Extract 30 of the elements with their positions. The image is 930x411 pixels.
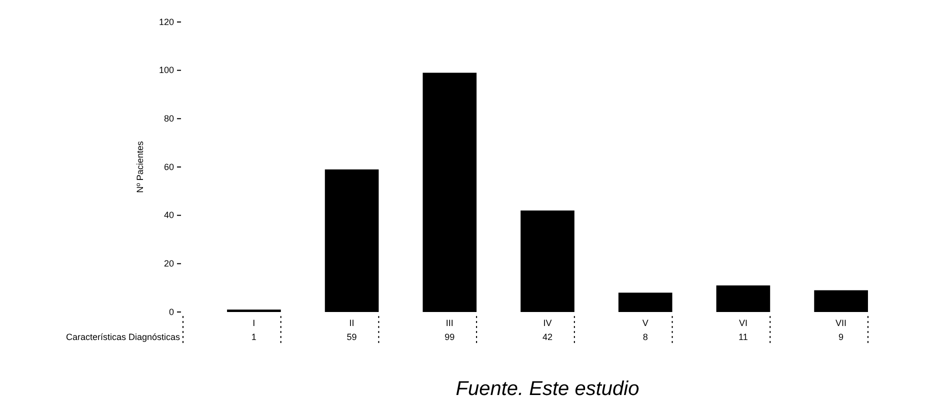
data-label: 42 <box>542 332 553 342</box>
x-tick-label: V <box>642 318 648 328</box>
data-label: 59 <box>346 332 357 342</box>
y-axis-title: Nº Pacientes <box>135 140 145 193</box>
data-label: 11 <box>738 332 748 342</box>
x-axis-title: Características Diagnósticas <box>66 332 180 342</box>
bar <box>324 169 379 312</box>
data-label: 9 <box>838 332 844 342</box>
bar <box>422 72 477 312</box>
y-tick-label: 20 <box>164 258 174 269</box>
x-tick-label: I <box>252 318 256 328</box>
y-tick-label: 40 <box>164 210 174 220</box>
y-tick-label: 120 <box>158 16 174 27</box>
data-label: 99 <box>444 332 455 342</box>
x-tick-label: II <box>349 318 354 328</box>
data-label: 8 <box>642 332 648 342</box>
bar <box>814 290 868 312</box>
bar <box>618 292 672 312</box>
y-tick-label: 80 <box>164 114 174 124</box>
x-tick-label: VII <box>836 318 847 328</box>
y-tick-label: 100 <box>158 65 174 76</box>
y-tick-label: 60 <box>164 162 174 172</box>
x-tick-label: VI <box>738 318 748 328</box>
bar <box>716 285 770 312</box>
y-tick-label: 0 <box>168 306 174 317</box>
source-note: Fuente. Este estudio <box>456 378 640 400</box>
data-label: 1 <box>251 332 256 342</box>
bar <box>520 210 574 312</box>
x-tick-label: IV <box>543 318 552 328</box>
x-tick-label: III <box>446 318 454 328</box>
